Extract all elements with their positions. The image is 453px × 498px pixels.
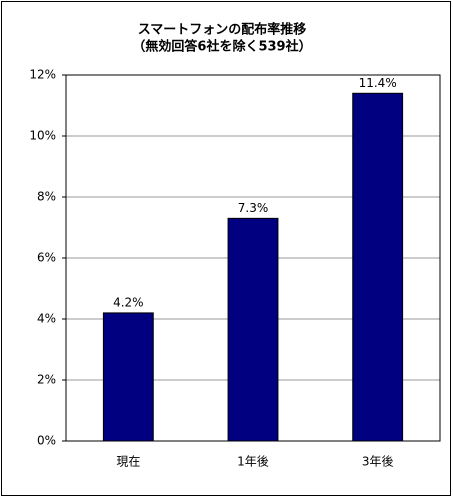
- value-label: 7.3%: [238, 201, 269, 215]
- y-tick-label: 6%: [37, 251, 56, 265]
- x-tick-label: 現在: [116, 455, 140, 469]
- bar: [352, 92, 404, 442]
- y-tick-label: 8%: [37, 190, 56, 204]
- y-tick-label: 12%: [29, 68, 56, 82]
- y-tick-label: 2%: [37, 373, 56, 387]
- bar: [102, 312, 154, 442]
- value-label: 11.4%: [359, 76, 397, 90]
- value-label: 4.2%: [113, 295, 144, 309]
- y-tick-label: 10%: [29, 129, 56, 143]
- x-tick-label: 3年後: [362, 455, 394, 469]
- x-tick-label: 1年後: [237, 455, 269, 469]
- bar: [227, 217, 279, 442]
- y-tick-label: 0%: [37, 434, 56, 448]
- chart-subtitle: （無効回答6社を除く539社）: [132, 39, 311, 55]
- y-tick-label: 4%: [37, 312, 56, 326]
- chart-title: スマートフォンの配布率推移: [138, 22, 307, 38]
